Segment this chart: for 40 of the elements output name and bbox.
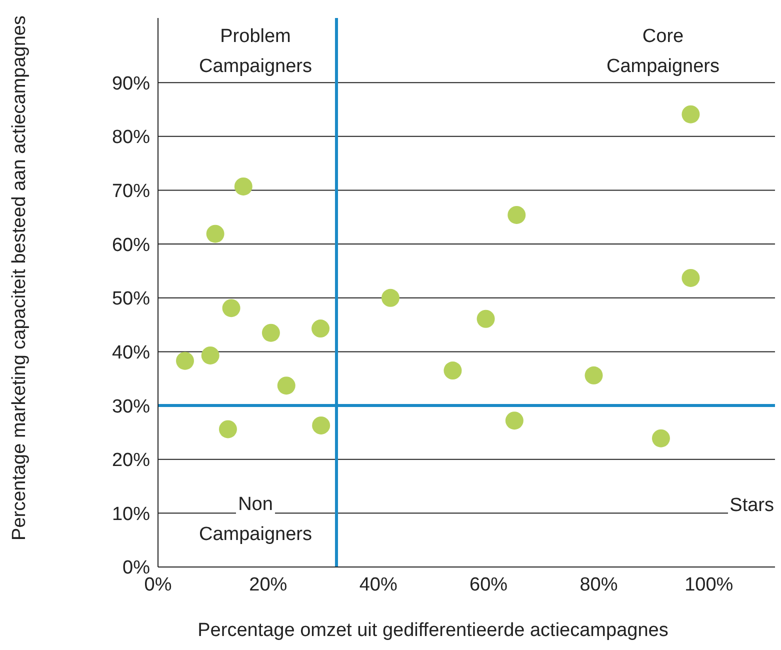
y-axis-title: Percentage marketing capaciteit besteed aan actiecampagnes xyxy=(8,14,31,542)
point xyxy=(312,416,330,434)
point xyxy=(201,346,220,364)
y-tick-label: 50% xyxy=(112,288,150,310)
y-tick-label: 30% xyxy=(112,396,150,418)
annotation: Non Campaigners xyxy=(198,494,313,545)
point xyxy=(682,105,700,124)
point xyxy=(652,429,670,448)
x-tick-label: 60% xyxy=(470,574,508,596)
y-tick-label: 90% xyxy=(112,73,150,94)
point xyxy=(222,299,240,318)
point xyxy=(584,366,603,384)
y-tick-label: 20% xyxy=(112,450,150,472)
x-tick-label: 100% xyxy=(684,574,734,596)
x-tick-label: 0% xyxy=(144,574,172,596)
x-tick-label: 20% xyxy=(249,574,288,596)
point xyxy=(206,224,224,243)
x-axis-title: Percentage omzet uit gedifferentieerde actiecampagnes xyxy=(196,620,670,642)
point xyxy=(234,177,252,196)
point xyxy=(505,412,524,430)
point xyxy=(476,310,495,328)
point xyxy=(444,362,462,380)
point xyxy=(508,206,526,224)
x-tick-label: 40% xyxy=(359,574,398,596)
y-tick-label: 40% xyxy=(112,342,150,364)
y-tick-label: 60% xyxy=(112,234,150,256)
point xyxy=(277,376,296,395)
point xyxy=(262,324,280,342)
x-tick-label: 80% xyxy=(580,574,618,596)
point xyxy=(218,420,237,438)
y-tick-label: 80% xyxy=(112,127,150,148)
point xyxy=(381,288,400,307)
annotation: Problem Campaigners xyxy=(198,26,313,77)
annotation: Core Campaigners xyxy=(606,26,720,77)
point xyxy=(176,352,194,370)
annotation: Stars xyxy=(728,495,776,516)
point xyxy=(682,268,700,287)
y-tick-label: 10% xyxy=(112,504,150,525)
point xyxy=(312,320,330,338)
y-tick-label: 70% xyxy=(112,180,150,202)
